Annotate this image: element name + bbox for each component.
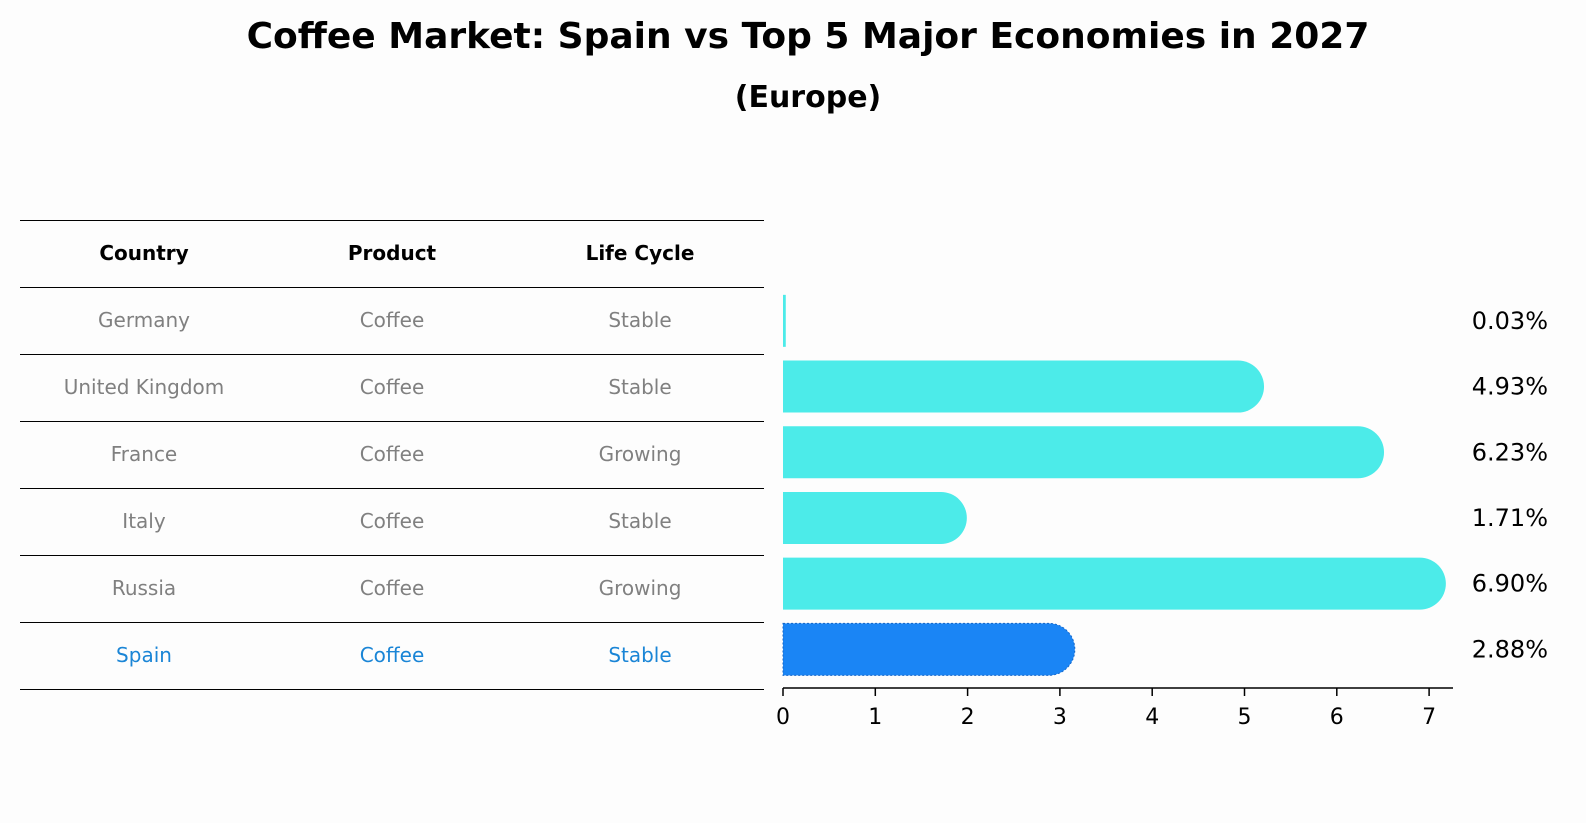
bar-value-label: 2.88% [1472, 635, 1548, 663]
life-cycle-cell: Growing [598, 442, 682, 466]
life-cycle-cell: Stable [608, 375, 672, 399]
x-tick-label: 1 [868, 705, 882, 730]
life-cycle-cell: Stable [608, 643, 672, 667]
country-cell: Italy [122, 509, 166, 533]
x-tick-label: 0 [776, 705, 790, 730]
product-cell: Coffee [359, 576, 425, 600]
header-product: Product [347, 241, 437, 265]
chart-subtitle: (Europe) [734, 80, 882, 115]
country-cell: Germany [98, 308, 190, 332]
header-country: Country [99, 241, 189, 265]
table-row: Italy Coffee Stable [20, 489, 764, 556]
country-cell: France [110, 442, 178, 466]
table-row: France Coffee Growing [20, 422, 764, 489]
x-tick-label: 4 [1145, 705, 1159, 730]
product-cell: Coffee [359, 643, 425, 667]
bar [783, 360, 1265, 413]
bar [783, 491, 967, 544]
country-cell: Russia [111, 576, 177, 600]
life-cycle-cell: Stable [608, 509, 672, 533]
header-life-cycle: Life Cycle [585, 241, 695, 265]
table-row: Russia Coffee Growing [20, 556, 764, 623]
x-tick-label: 2 [961, 705, 975, 730]
table-row: United Kingdom Coffee Stable [20, 355, 764, 422]
product-cell: Coffee [359, 308, 425, 332]
bar-highlight [782, 622, 1076, 676]
bar-value-label: 4.93% [1472, 373, 1548, 401]
x-tick-label: 5 [1238, 705, 1252, 730]
x-tick-label: 3 [1053, 705, 1067, 730]
product-cell: Coffee [359, 509, 425, 533]
bar-value-label: 1.71% [1472, 504, 1548, 532]
product-cell: Coffee [359, 375, 425, 399]
chart-title: Coffee Market: Spain vs Top 5 Major Econ… [246, 16, 1370, 57]
x-tick-label: 7 [1422, 705, 1436, 730]
table-row-highlight: Spain Coffee Stable [20, 623, 764, 690]
table-row: Germany Coffee Stable [20, 288, 764, 355]
bar [783, 294, 786, 347]
bar-value-label: 0.03% [1472, 307, 1548, 335]
bar [783, 426, 1385, 479]
country-cell: United Kingdom [63, 375, 225, 399]
country-cell: Spain [116, 643, 172, 667]
x-tick-label: 6 [1330, 705, 1344, 730]
table-header-row: Country Product Life Cycle [20, 220, 764, 288]
market-table: Country Product Life Cycle Germany Coffe… [20, 220, 764, 690]
product-cell: Coffee [359, 442, 425, 466]
life-cycle-cell: Stable [608, 308, 672, 332]
life-cycle-cell: Growing [598, 576, 682, 600]
bar-value-label: 6.23% [1472, 438, 1548, 466]
bar-value-label: 6.90% [1472, 570, 1548, 598]
bar [783, 557, 1446, 610]
